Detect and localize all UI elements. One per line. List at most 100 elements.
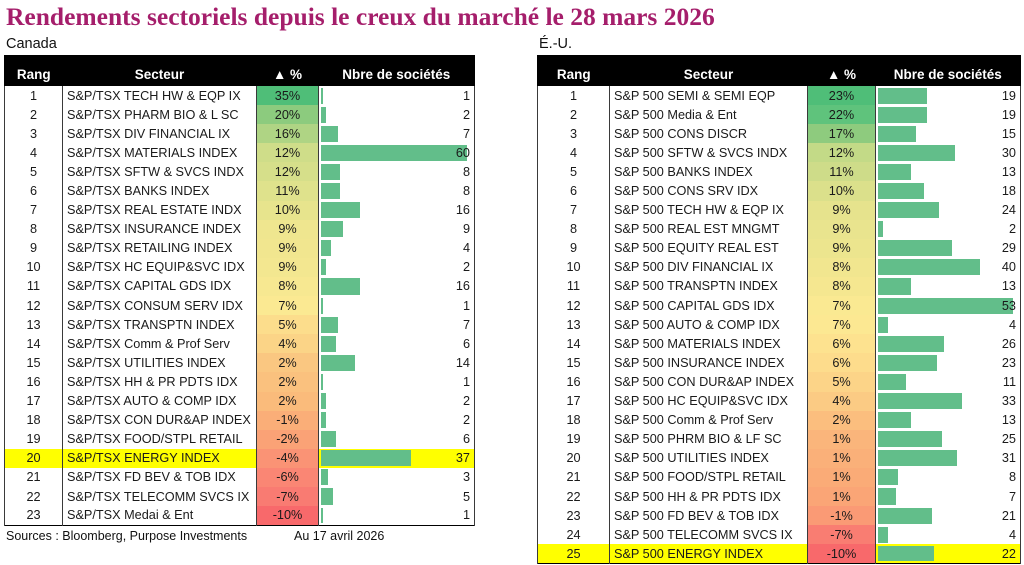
cell-pct: 20% (256, 105, 319, 125)
cell-company-count: 7 (318, 124, 475, 144)
cell-sector: S&P/TSX ENERGY INDEX (62, 448, 257, 468)
cell-rank: 8 (4, 219, 63, 239)
count-value: 53 (1001, 298, 1016, 313)
table-body-canada: 1 S&P/TSX TECH HW & EQP IX 35% 1 2 S&P/TSX PH… (4, 86, 475, 526)
table-row: 7 S&P/TSX REAL ESTATE INDX 10% 16 (4, 200, 475, 220)
count-value: 24 (1001, 203, 1016, 218)
cell-company-count: 11 (875, 372, 1021, 392)
cell-company-count: 3 (318, 467, 475, 487)
cell-pct: -1% (807, 506, 876, 526)
panel-canada: Canada Rang Secteur ▲ % Nbre de sociétés… (4, 36, 475, 546)
cell-rank: 25 (537, 544, 610, 564)
cell-pct: 11% (807, 162, 876, 182)
count-value: 11 (1002, 374, 1016, 389)
cell-pct: 1% (807, 467, 876, 487)
count-value: 6 (462, 432, 470, 447)
count-value: 1 (462, 298, 470, 313)
cell-pct: 10% (807, 181, 876, 201)
cell-pct: 1% (807, 486, 876, 507)
cell-company-count: 31 (875, 448, 1021, 468)
cell-sector: S&P/TSX BANKS INDEX (62, 181, 257, 201)
cell-rank: 11 (537, 276, 610, 297)
cell-rank: 24 (537, 525, 610, 545)
count-bar (878, 373, 907, 390)
cell-pct: 5% (807, 372, 876, 392)
count-value: 2 (462, 107, 470, 122)
panel-us: É.-U. Rang Secteur ▲ % Nbre de sociétés … (537, 36, 1021, 565)
cell-pct: 7% (807, 315, 876, 335)
cell-sector: S&P 500 INSURANCE INDEX (609, 353, 808, 373)
count-bar (878, 354, 937, 371)
table-row: 14 S&P/TSX Comm & Prof Serv 4% 6 (4, 334, 475, 354)
cell-pct: -10% (807, 544, 876, 564)
count-bar (878, 259, 981, 276)
table-row: 1 S&P 500 SEMI & SEMI EQP 23% 19 (537, 86, 1021, 106)
cell-sector: S&P 500 AUTO & COMP IDX (609, 315, 808, 335)
count-value: 2 (462, 260, 470, 275)
table-row: 17 S&P/TSX AUTO & COMP IDX 2% 2 (4, 391, 475, 411)
column-header-count: Nbre de sociétés (875, 55, 1021, 86)
count-bar (878, 469, 899, 486)
cell-pct: 10% (256, 200, 319, 220)
table-row: 21 S&P 500 FOOD/STPL RETAIL 1% 8 (537, 467, 1021, 487)
table-row: 18 S&P 500 Comm & Prof Serv 2% 13 (537, 410, 1021, 430)
cell-rank: 13 (4, 315, 63, 335)
cell-sector: S&P 500 CONS SRV IDX (609, 181, 808, 201)
cell-rank: 7 (537, 200, 610, 220)
cell-rank: 22 (537, 486, 610, 507)
cell-company-count: 6 (318, 334, 475, 354)
count-value: 8 (462, 164, 470, 179)
cell-company-count: 2 (318, 391, 475, 411)
count-bar (321, 507, 324, 524)
count-bar (878, 297, 1014, 314)
count-bar (878, 450, 958, 467)
cell-pct: 9% (256, 257, 319, 277)
count-bar (321, 182, 341, 200)
count-value: 60 (455, 145, 470, 160)
table-row: 23 S&P 500 FD BEV & TOB IDX -1% 21 (537, 506, 1021, 526)
count-bar (321, 373, 324, 390)
cell-sector: S&P/TSX REAL ESTATE INDX (62, 200, 257, 220)
cell-sector: S&P/TSX INSURANCE INDEX (62, 219, 257, 239)
cell-company-count: 33 (875, 391, 1021, 411)
cell-pct: 1% (807, 429, 876, 449)
cell-company-count: 13 (875, 276, 1021, 297)
cell-company-count: 1 (318, 296, 475, 316)
cell-sector: S&P/TSX FD BEV & TOB IDX (62, 467, 257, 487)
cell-pct: 23% (807, 86, 876, 106)
cell-company-count: 30 (875, 143, 1021, 163)
cell-pct: 4% (807, 391, 876, 411)
cell-pct: 7% (807, 296, 876, 316)
cell-rank: 3 (537, 124, 610, 144)
cell-pct: -7% (807, 525, 876, 545)
cell-pct: 8% (807, 257, 876, 277)
cell-pct: 2% (807, 410, 876, 430)
cell-company-count: 53 (875, 296, 1021, 316)
cell-rank: 3 (4, 124, 63, 144)
count-value: 26 (1001, 336, 1016, 351)
count-bar (321, 412, 326, 429)
cell-sector: S&P 500 TRANSPTN INDEX (609, 276, 808, 297)
count-bar (321, 163, 341, 180)
table-row: 6 S&P 500 CONS SRV IDX 10% 18 (537, 181, 1021, 201)
count-value: 9 (462, 222, 470, 237)
column-header-pct: ▲ % (256, 55, 319, 86)
table-row: 16 S&P 500 CON DUR&AP INDEX 5% 11 (537, 372, 1021, 392)
cell-company-count: 18 (875, 181, 1021, 201)
cell-pct: 4% (256, 334, 319, 354)
cell-rank: 18 (4, 410, 63, 430)
count-bar (878, 202, 940, 219)
cell-pct: 6% (807, 334, 876, 354)
cell-sector: S&P 500 MATERIALS INDEX (609, 334, 808, 354)
cell-pct: -4% (256, 448, 319, 468)
cell-rank: 1 (4, 86, 63, 106)
cell-sector: S&P 500 CAPITAL GDS IDX (609, 296, 808, 316)
cell-company-count: 21 (875, 506, 1021, 526)
cell-sector: S&P/TSX PHARM BIO & L SC (62, 105, 257, 125)
cell-sector: S&P/TSX CON DUR&AP INDEX (62, 410, 257, 430)
count-value: 1 (462, 374, 470, 389)
cell-rank: 20 (537, 448, 610, 468)
cell-company-count: 29 (875, 238, 1021, 258)
cell-pct: 35% (256, 86, 319, 106)
table-row: 9 S&P/TSX RETAILING INDEX 9% 4 (4, 238, 475, 258)
